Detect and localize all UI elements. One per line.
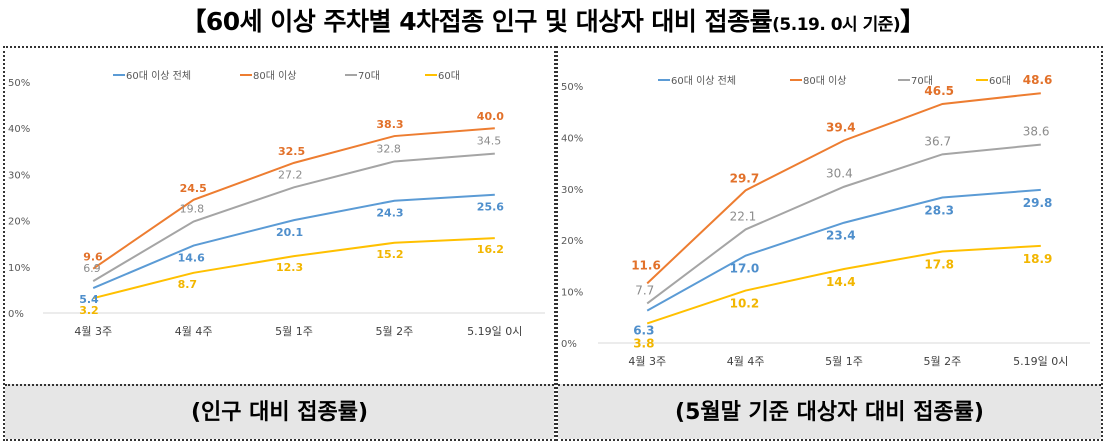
data-label-80대-이상: 9.6 xyxy=(83,251,103,264)
data-label-70대: 32.8 xyxy=(376,142,401,155)
legend-label-60대-이상-전체: 60대 이상 전체 xyxy=(126,70,191,82)
y-tick-label: 10% xyxy=(8,263,30,274)
chart-caption-population: (인구 대비 접종률) xyxy=(5,384,554,439)
data-label-60대: 10.2 xyxy=(730,297,760,311)
chart-target-rate: 0% 10% 20% 30% 40% 50% 4월 3주 4월 4주 5월 1주 5월 2주 5.1… xyxy=(561,73,1090,368)
data-label-60대-이상-전체: 20.1 xyxy=(276,226,303,239)
x-tick-label: 5.19일 0시 xyxy=(1013,354,1068,368)
y-tick-label: 30% xyxy=(561,185,583,196)
data-label-70대: 22.1 xyxy=(730,209,757,223)
data-label-80대-이상: 11.6 xyxy=(631,258,661,272)
y-tick-label: 40% xyxy=(561,133,583,144)
data-label-80대-이상: 46.5 xyxy=(924,84,954,98)
y-tick-label: 40% xyxy=(8,124,30,135)
data-label-60대-이상-전체: 25.6 xyxy=(477,201,504,214)
x-tick-label: 5월 2주 xyxy=(924,355,962,368)
data-label-60대-이상-전체: 17.0 xyxy=(730,262,760,276)
y-tick-label: 0% xyxy=(8,309,24,320)
data-label-70대: 7.7 xyxy=(635,283,654,297)
chart-panel-population: 0% 10% 20% 30% 40% 50% 4월 3주 4월 4주 5월 1주 5월 2주 5.1… xyxy=(3,46,556,441)
data-label-60대-이상-전체: 14.6 xyxy=(178,252,205,265)
legend-label-80대-이상: 80대 이상 xyxy=(803,75,847,87)
title-suffix: (5.19. 0시 기준) xyxy=(772,15,901,35)
data-label-80대-이상: 39.4 xyxy=(826,120,856,134)
data-label-60대: 8.7 xyxy=(178,278,198,291)
data-label-70대: 38.6 xyxy=(1023,125,1050,139)
data-label-60대-이상-전체: 5.4 xyxy=(79,293,99,306)
legend-label-60대: 60대 xyxy=(438,70,460,82)
legend-label-80대-이상: 80대 이상 xyxy=(253,70,297,82)
data-label-70대: 34.5 xyxy=(477,135,502,148)
y-tick-label: 50% xyxy=(8,78,30,89)
data-label-60대: 18.9 xyxy=(1023,252,1053,266)
y-tick-label: 20% xyxy=(561,236,583,247)
data-label-70대: 27.2 xyxy=(278,168,303,181)
x-tick-label: 4월 3주 xyxy=(74,325,112,338)
data-label-60대-이상-전체: 6.3 xyxy=(633,324,654,338)
data-label-70대: 6.9 xyxy=(83,262,101,275)
y-tick-label: 30% xyxy=(8,170,30,181)
data-label-80대-이상: 29.7 xyxy=(730,171,760,185)
data-label-60대-이상-전체: 29.8 xyxy=(1023,196,1053,210)
page-title: 【60세 이상 주차별 4차접종 인구 및 대상자 대비 접종률(5.19. 0… xyxy=(0,2,1106,42)
data-label-70대: 36.7 xyxy=(924,134,951,148)
data-label-60대: 12.3 xyxy=(276,261,303,274)
data-label-60대: 16.2 xyxy=(477,243,504,256)
data-label-70대: 19.8 xyxy=(180,203,205,216)
data-label-70대: 30.4 xyxy=(826,167,853,181)
data-label-60대-이상-전체: 28.3 xyxy=(924,204,954,218)
chart-caption-target: (5월말 기준 대상자 대비 접종률) xyxy=(558,384,1101,439)
title-close: 】 xyxy=(900,7,925,36)
chart-panel-target: 0% 10% 20% 30% 40% 50% 4월 3주 4월 4주 5월 1주 5월 2주 5.1… xyxy=(556,46,1103,441)
x-tick-label: 5월 2주 xyxy=(376,325,414,338)
data-label-80대-이상: 32.5 xyxy=(278,145,305,158)
data-label-60대-이상-전체: 23.4 xyxy=(826,229,856,243)
data-label-80대-이상: 38.3 xyxy=(376,118,403,131)
data-label-60대: 14.4 xyxy=(826,275,856,289)
legend-label-70대: 70대 xyxy=(358,70,380,82)
x-tick-label: 4월 3주 xyxy=(628,355,666,368)
x-tick-label: 5.19일 0시 xyxy=(467,324,522,338)
y-tick-label: 10% xyxy=(561,288,583,299)
data-label-80대-이상: 24.5 xyxy=(180,182,207,195)
data-label-60대-이상-전체: 24.3 xyxy=(376,207,403,220)
legend-label-60대-이상-전체: 60대 이상 전체 xyxy=(671,75,736,87)
y-tick-label: 0% xyxy=(561,339,577,350)
y-tick-label: 20% xyxy=(8,217,30,228)
title-main: 【60세 이상 주차별 4차접종 인구 및 대상자 대비 접종률 xyxy=(181,7,773,36)
y-tick-label: 50% xyxy=(561,82,583,93)
x-tick-label: 4월 4주 xyxy=(727,355,765,368)
data-label-60대: 15.2 xyxy=(376,248,403,261)
data-label-80대-이상: 40.0 xyxy=(477,110,504,123)
chart-population-rate: 0% 10% 20% 30% 40% 50% 4월 3주 4월 4주 5월 1주 5월 2주 5.1… xyxy=(8,70,545,338)
data-label-80대-이상: 48.6 xyxy=(1023,73,1053,87)
x-tick-label: 5월 1주 xyxy=(825,355,863,368)
legend-label-60대: 60대 xyxy=(989,75,1011,87)
x-tick-label: 5월 1주 xyxy=(275,325,313,338)
data-label-60대: 3.8 xyxy=(633,336,654,350)
data-label-60대: 17.8 xyxy=(924,258,954,272)
x-tick-label: 4월 4주 xyxy=(175,325,213,338)
legend-label-70대: 70대 xyxy=(911,75,933,87)
data-label-60대: 3.2 xyxy=(79,304,99,317)
